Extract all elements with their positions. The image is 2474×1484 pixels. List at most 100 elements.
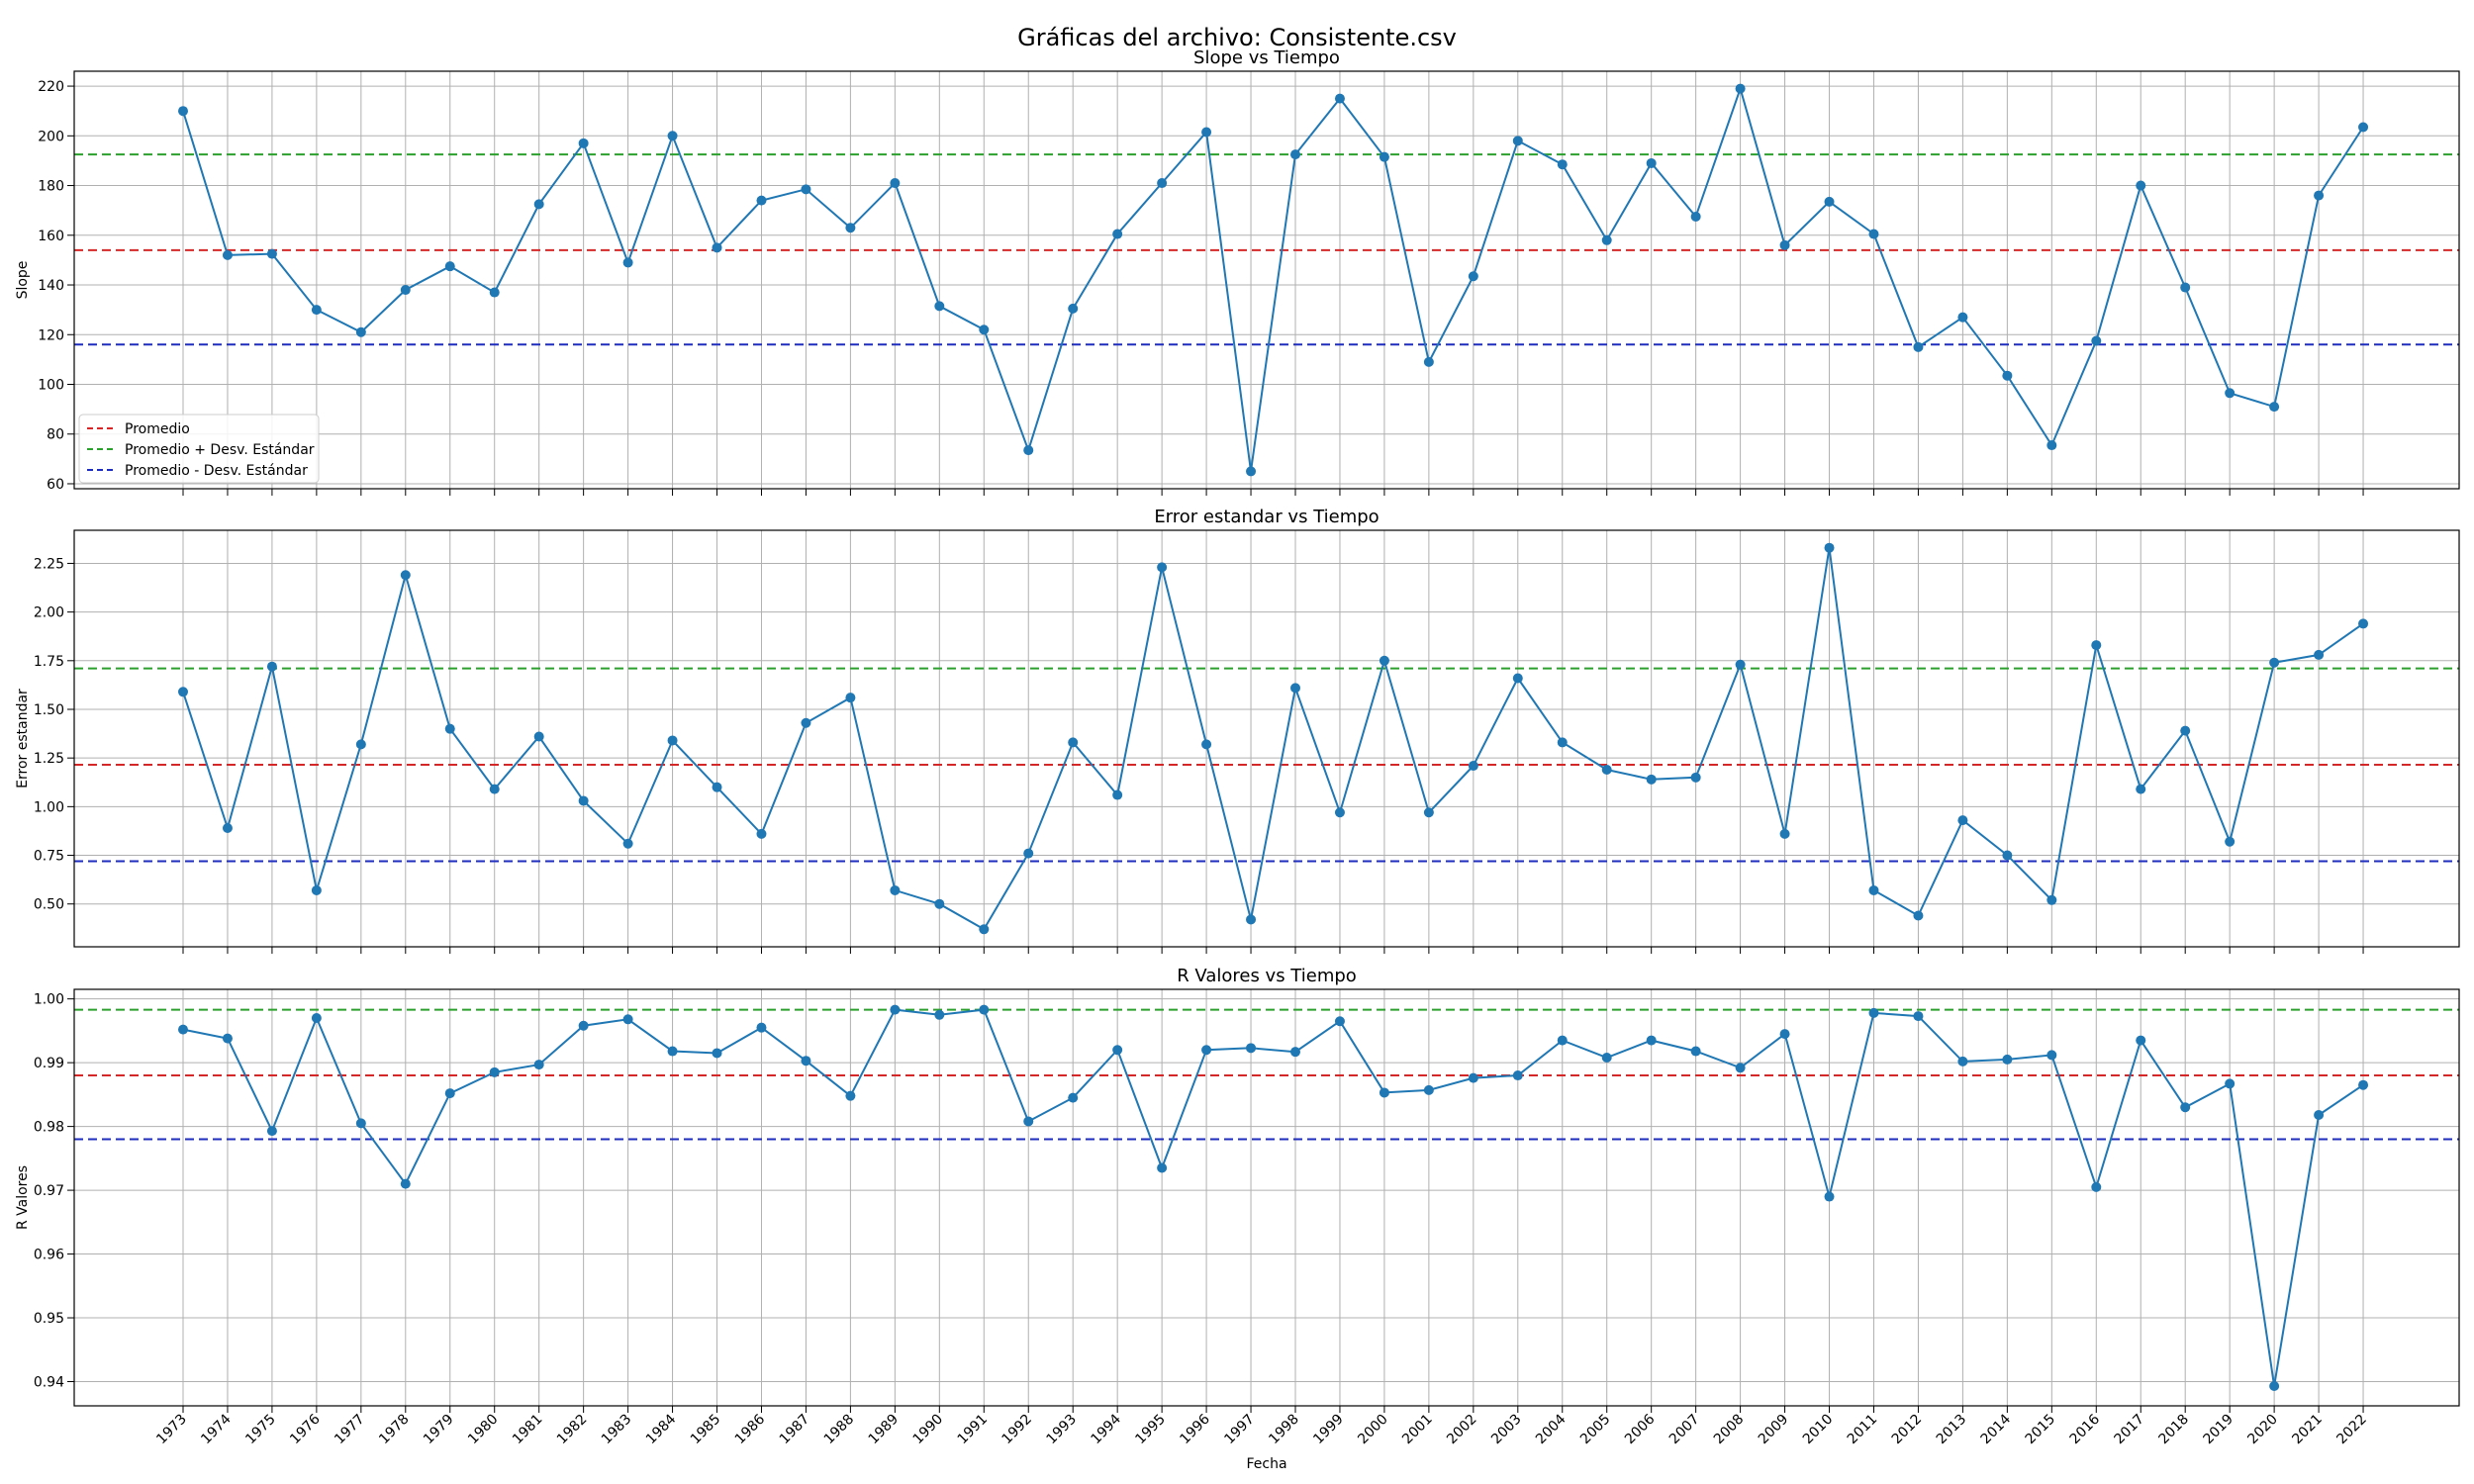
data-point (2002, 1054, 2013, 1065)
data-point (444, 261, 455, 272)
x-tick-label: 2011 (1845, 1412, 1881, 1448)
data-point (1290, 1047, 1300, 1058)
x-tick-label: 1980 (465, 1412, 502, 1448)
y-tick-label: 1.00 (34, 992, 64, 1008)
subplot-1: 60 80 100 120 140 160 180 200 220 Slope vs Tiempo… (15, 47, 2460, 496)
data-point (2180, 725, 2191, 736)
data-point (1646, 157, 1657, 168)
x-tick-label: 1982 (554, 1412, 591, 1448)
data-point (1690, 211, 1701, 222)
data-point (1112, 229, 1123, 239)
data-point (1913, 1011, 1924, 1022)
data-point (178, 1024, 188, 1035)
data-point (1334, 93, 1345, 104)
data-point (756, 1022, 767, 1033)
x-tick-label: 2015 (2023, 1412, 2059, 1448)
data-point (1646, 1035, 1657, 1046)
data-point (934, 301, 945, 312)
y-tick-label: 0.99 (34, 1056, 64, 1071)
data-point (489, 287, 500, 298)
data-point (533, 731, 544, 742)
data-point (1512, 673, 1523, 684)
subplot-title: R Valores vs Tiempo (1177, 966, 1357, 986)
data-point (266, 248, 277, 259)
y-axis-label: Slope (15, 261, 31, 300)
data-point (1201, 739, 1212, 750)
data-point (1690, 772, 1701, 783)
y-axis-label: Error estandar (15, 689, 31, 788)
data-point (533, 1060, 544, 1070)
data-point (979, 1004, 990, 1015)
x-tick-label: 1997 (1221, 1412, 1258, 1448)
data-point (1601, 1052, 1612, 1063)
data-point (1423, 807, 1434, 818)
data-point (890, 178, 901, 189)
x-tick-label: 2018 (2156, 1412, 2193, 1448)
y-tick-label: 2.00 (34, 605, 64, 621)
x-tick-label: 1975 (242, 1412, 279, 1448)
x-axis-label: Fecha (1246, 1456, 1286, 1472)
x-tick-label: 1984 (643, 1411, 680, 1447)
data-point (1246, 466, 1257, 477)
x-tick-label: 1981 (510, 1412, 546, 1448)
x-tick-label: 2000 (1355, 1412, 1391, 1448)
data-point (2225, 1078, 2236, 1089)
data-point (311, 305, 322, 316)
data-point (1246, 914, 1257, 925)
subplot-2: 0.50 0.75 1.00 1.25 1.50 1.75 2.00 2.25 Error es… (15, 507, 2460, 954)
legend-label: Promedio - Desv. Estándar (125, 463, 308, 479)
data-point (2136, 180, 2146, 191)
y-tick-label: 100 (38, 378, 64, 394)
x-tick-label: 2008 (1711, 1412, 1748, 1448)
legend-box (78, 414, 320, 484)
y-tick-label: 140 (38, 278, 64, 294)
x-tick-label: 2003 (1488, 1412, 1525, 1448)
x-tick-label: 1979 (421, 1412, 457, 1448)
x-tick-label: 2006 (1622, 1411, 1659, 1447)
data-point (1468, 271, 1478, 282)
data-point (712, 242, 722, 253)
data-point (1512, 1070, 1523, 1081)
data-point (1957, 815, 1968, 826)
data-point (1379, 1087, 1389, 1098)
data-point (1157, 178, 1168, 189)
data-point (2358, 618, 2369, 629)
data-point (712, 1048, 722, 1059)
y-tick-label: 60 (47, 477, 64, 493)
data-point (1468, 761, 1478, 772)
x-tick-label: 1993 (1044, 1412, 1081, 1448)
data-point (578, 1020, 589, 1031)
data-point (2269, 657, 2280, 668)
x-tick-label: 1976 (287, 1411, 324, 1447)
y-tick-label: 0.96 (34, 1248, 64, 1263)
y-tick-label: 0.97 (34, 1183, 64, 1199)
data-point (400, 570, 411, 581)
x-tick-label: 2002 (1444, 1412, 1480, 1448)
data-point (489, 1067, 500, 1077)
data-point (178, 106, 188, 117)
data-point (712, 782, 722, 792)
data-point (311, 884, 322, 895)
data-point (1423, 1084, 1434, 1095)
data-point (266, 1126, 277, 1137)
data-point (533, 199, 544, 210)
data-point (2180, 282, 2191, 293)
x-tick-label: 2017 (2112, 1412, 2148, 1448)
legend-label: Promedio + Desv. Estándar (125, 442, 315, 458)
axes-frame (73, 988, 2460, 1407)
data-point (1646, 774, 1657, 785)
data-point (1824, 196, 1835, 207)
x-tick-label: 1989 (866, 1412, 903, 1448)
data-point (400, 1178, 411, 1189)
y-tick-label: 180 (38, 179, 64, 195)
data-point (1557, 159, 1568, 170)
x-tick-label: 1973 (153, 1412, 190, 1448)
data-point (1601, 764, 1612, 775)
subplot-title: Error estandar vs Tiempo (1154, 507, 1379, 527)
x-tick-label: 2009 (1756, 1412, 1792, 1448)
x-tick-label: 2014 (1978, 1411, 2015, 1447)
subplot-3: 0.94 0.95 0.96 0.97 0.98 0.99 1.00 R Valores vs… (15, 966, 2460, 1448)
data-point (400, 285, 411, 296)
x-tick-label: 1983 (599, 1412, 635, 1448)
